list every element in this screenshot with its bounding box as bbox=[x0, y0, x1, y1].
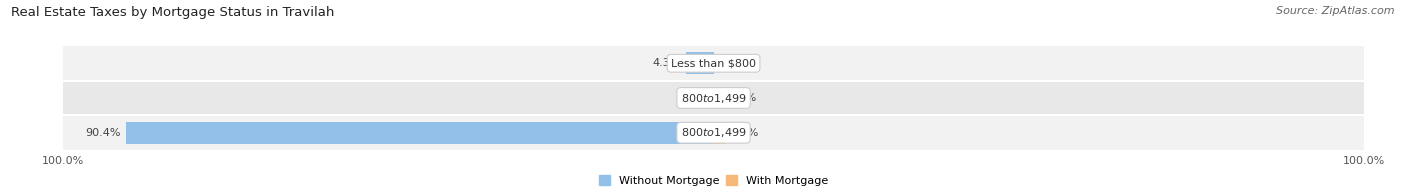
Bar bbox=[63, 46, 1364, 81]
Text: Source: ZipAtlas.com: Source: ZipAtlas.com bbox=[1277, 6, 1395, 16]
Bar bbox=[686, 53, 713, 74]
Text: 4.3%: 4.3% bbox=[652, 58, 681, 68]
Text: 1.9%: 1.9% bbox=[731, 128, 759, 138]
Text: 90.4%: 90.4% bbox=[84, 128, 121, 138]
Bar bbox=[125, 122, 713, 143]
Text: $800 to $1,499: $800 to $1,499 bbox=[681, 92, 747, 104]
Text: Real Estate Taxes by Mortgage Status in Travilah: Real Estate Taxes by Mortgage Status in … bbox=[11, 6, 335, 19]
Bar bbox=[713, 87, 716, 109]
Bar bbox=[63, 81, 1364, 115]
Bar bbox=[713, 122, 725, 143]
Legend: Without Mortgage, With Mortgage: Without Mortgage, With Mortgage bbox=[599, 175, 828, 186]
Bar bbox=[63, 115, 1364, 150]
Text: 0.0%: 0.0% bbox=[718, 58, 747, 68]
Text: $800 to $1,499: $800 to $1,499 bbox=[681, 126, 747, 139]
Text: 0.0%: 0.0% bbox=[681, 93, 709, 103]
Text: 0.33%: 0.33% bbox=[721, 93, 756, 103]
Text: Less than $800: Less than $800 bbox=[671, 58, 756, 68]
